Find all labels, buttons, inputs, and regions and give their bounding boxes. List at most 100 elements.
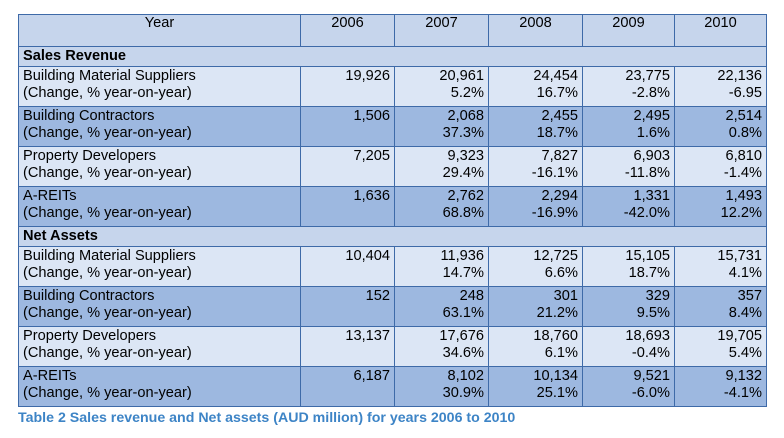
table-row: A-REITs (Change, % year-on-year) 6,187 8,10… (18, 366, 767, 407)
value-cell: 15,105 18.7% (582, 246, 675, 287)
value-cell: 20,961 5.2% (394, 66, 489, 107)
row-label: A-REITs (23, 188, 77, 204)
row-label-cell: Building Contractors (Change, % year-on-y… (18, 106, 301, 147)
cell-value: 19,705 (717, 328, 762, 344)
table-row: Property Developers (Change, % year-on-ye… (18, 326, 767, 367)
cell-value: 12,725 (533, 248, 578, 264)
row-sublabel: (Change, % year-on-year) (23, 345, 192, 361)
cell-value: 9,323 (447, 148, 484, 164)
value-cell: 1,493 12.2% (674, 186, 767, 227)
cell-change: -11.8% (624, 165, 670, 181)
cell-value: 19,926 (345, 68, 390, 84)
value-cell: 18,693 -0.4% (582, 326, 675, 367)
table-row: A-REITs (Change, % year-on-year) 1,636 2,76… (18, 186, 767, 227)
cell-change: 18.7% (628, 265, 670, 281)
cell-value: 1,506 (353, 108, 390, 124)
value-cell: 2,762 68.8% (394, 186, 489, 227)
row-label: Building Material Suppliers (23, 248, 196, 264)
cell-value: 20,961 (439, 68, 484, 84)
row-label-cell: A-REITs (Change, % year-on-year) (18, 366, 301, 407)
cell-change: -4.1% (723, 385, 762, 401)
cell-value: 6,187 (353, 368, 390, 384)
cell-value: 2,455 (541, 108, 578, 124)
row-sublabel: (Change, % year-on-year) (23, 205, 192, 221)
header-2010: 2010 (674, 14, 767, 47)
cell-change: -0.4% (631, 345, 670, 361)
row-sublabel: (Change, % year-on-year) (23, 85, 192, 101)
row-sublabel: (Change, % year-on-year) (23, 165, 192, 181)
row-sublabel: (Change, % year-on-year) (23, 305, 192, 321)
row-label: Property Developers (23, 328, 157, 344)
cell-value: 7,205 (353, 148, 390, 164)
cell-change: 5.2% (450, 85, 484, 101)
value-cell: 17,676 34.6% (394, 326, 489, 367)
cell-value: 152 (365, 288, 390, 304)
value-cell: 6,187 (300, 366, 395, 407)
cell-value: 7,827 (541, 148, 578, 164)
row-label: Property Developers (23, 148, 157, 164)
cell-value: 11,936 (440, 248, 484, 264)
value-cell: 23,775 -2.8% (582, 66, 675, 107)
cell-change: -6.95 (728, 85, 762, 101)
cell-value: 15,731 (717, 248, 762, 264)
header-2006: 2006 (300, 14, 395, 47)
value-cell: 1,636 (300, 186, 395, 227)
cell-value: 6,810 (725, 148, 762, 164)
value-cell: 1,506 (300, 106, 395, 147)
cell-change: -42.0% (623, 205, 670, 221)
cell-value: 2,514 (725, 108, 762, 124)
row-sublabel: (Change, % year-on-year) (23, 265, 192, 281)
value-cell: 329 9.5% (582, 286, 675, 327)
value-cell: 11,936 14.7% (394, 246, 489, 287)
value-cell: 1,331 -42.0% (582, 186, 675, 227)
value-cell: 9,132 -4.1% (674, 366, 767, 407)
header-year: Year (18, 14, 301, 47)
cell-change: 25.1% (536, 385, 578, 401)
cell-change: 68.8% (442, 205, 484, 221)
cell-value: 8,102 (447, 368, 484, 384)
value-cell: 8,102 30.9% (394, 366, 489, 407)
cell-change: 18.7% (536, 125, 578, 141)
value-cell: 248 63.1% (394, 286, 489, 327)
value-cell: 7,205 (300, 146, 395, 187)
cell-change: 30.9% (442, 385, 484, 401)
row-label: Building Contractors (23, 108, 155, 124)
cell-value: 18,760 (533, 328, 578, 344)
row-label-cell: Property Developers (Change, % year-on-ye… (18, 146, 301, 187)
value-cell: 10,134 25.1% (488, 366, 583, 407)
cell-value: 2,068 (447, 108, 484, 124)
value-cell: 10,404 (300, 246, 395, 287)
cell-change: -1.4% (723, 165, 762, 181)
value-cell: 15,731 4.1% (674, 246, 767, 287)
cell-change: 63.1% (442, 305, 484, 321)
cell-change: 21.2% (536, 305, 578, 321)
value-cell: 9,521 -6.0% (582, 366, 675, 407)
cell-change: 6.6% (544, 265, 578, 281)
cell-value: 1,636 (353, 188, 390, 204)
header-2009: 2009 (582, 14, 675, 47)
value-cell: 19,705 5.4% (674, 326, 767, 367)
row-label: A-REITs (23, 368, 77, 384)
row-sublabel: (Change, % year-on-year) (23, 125, 192, 141)
cell-value: 301 (553, 288, 578, 304)
cell-value: 9,132 (725, 368, 762, 384)
table-row: Building Contractors (Change, % year-on-y… (18, 286, 767, 327)
value-cell: 2,455 18.7% (488, 106, 583, 147)
row-label: Building Material Suppliers (23, 68, 196, 84)
row-label-cell: A-REITs (Change, % year-on-year) (18, 186, 301, 227)
value-cell: 9,323 29.4% (394, 146, 489, 187)
cell-value: 248 (459, 288, 484, 304)
value-cell: 22,136 -6.95 (674, 66, 767, 107)
cell-value: 18,693 (625, 328, 670, 344)
value-cell: 12,725 6.6% (488, 246, 583, 287)
row-label-cell: Building Contractors (Change, % year-on-y… (18, 286, 301, 327)
cell-change: -2.8% (631, 85, 670, 101)
cell-change: 12.2% (720, 205, 762, 221)
table-row: Property Developers (Change, % year-on-ye… (18, 146, 767, 187)
row-label-cell: Building Material Suppliers (Change, % ye… (18, 66, 301, 107)
row-label-cell: Building Material Suppliers (Change, % ye… (18, 246, 301, 287)
value-cell: 24,454 16.7% (488, 66, 583, 107)
cell-change: -6.0% (631, 385, 670, 401)
table-row: Building Material Suppliers (Change, % ye… (18, 66, 767, 107)
cell-value: 2,294 (541, 188, 578, 204)
